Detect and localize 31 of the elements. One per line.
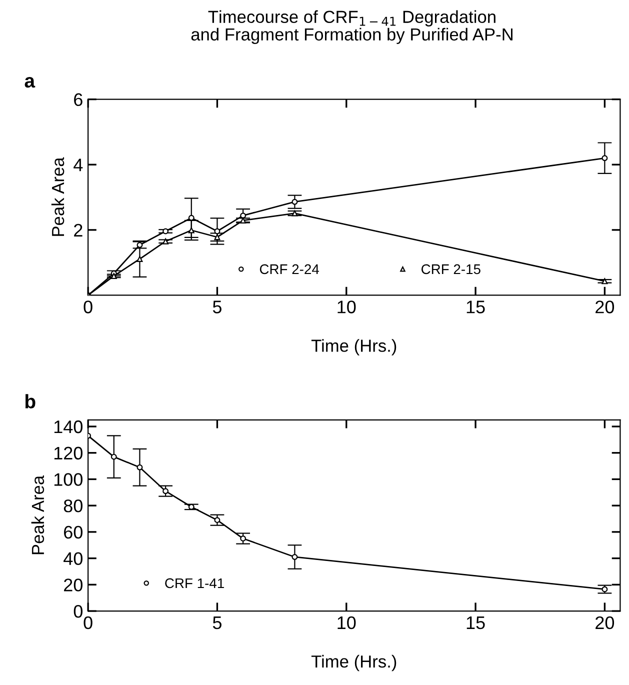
legend-label: CRF 2-24 <box>260 264 319 274</box>
y-tick-label: 20 <box>64 578 82 592</box>
x-tick-label: 5 <box>212 300 222 314</box>
text: a <box>24 76 36 88</box>
x-axis-title: Time (Hrs.) <box>311 339 396 356</box>
y-tick-label: 60 <box>64 526 82 539</box>
x-tick-label: 20 <box>596 616 614 630</box>
legend-label: CRF 2-15 <box>422 264 480 274</box>
x-tick-label: 5 <box>212 616 222 630</box>
y-tick-label: 80 <box>64 500 82 512</box>
legend-label: CRF 1-41 <box>165 578 224 588</box>
x-tick-label: 20 <box>596 300 614 314</box>
x-tick-label: 15 <box>466 616 485 630</box>
y-tick-label: 100 <box>54 473 82 486</box>
x-tick-label: 10 <box>338 300 356 314</box>
y-tick-label: 2 <box>74 224 82 236</box>
text: b <box>25 394 36 408</box>
x-tick-label: 15 <box>466 300 485 314</box>
y-axis-title: Peak Area <box>31 475 44 554</box>
y-tick-label: 140 <box>54 420 82 434</box>
y-tick-label: 6 <box>74 93 82 106</box>
chart-title: Timecourse of CRF$_{1−41}$ Degradation and Fragment Formation by Purified AP-N <box>191 10 512 44</box>
x-tick-label: 0 <box>84 616 92 630</box>
y-tick-label: 0 <box>74 604 82 618</box>
x-tick-label: 10 <box>338 616 356 630</box>
x-axis-title: Time (Hrs.) <box>311 654 396 672</box>
y-axis-title: Peak Area <box>51 157 64 236</box>
x-tick-label: 0 <box>84 300 92 314</box>
y-tick-label: 40 <box>64 552 82 566</box>
y-tick-label: 120 <box>54 446 82 460</box>
y-tick-label: 4 <box>74 158 83 172</box>
